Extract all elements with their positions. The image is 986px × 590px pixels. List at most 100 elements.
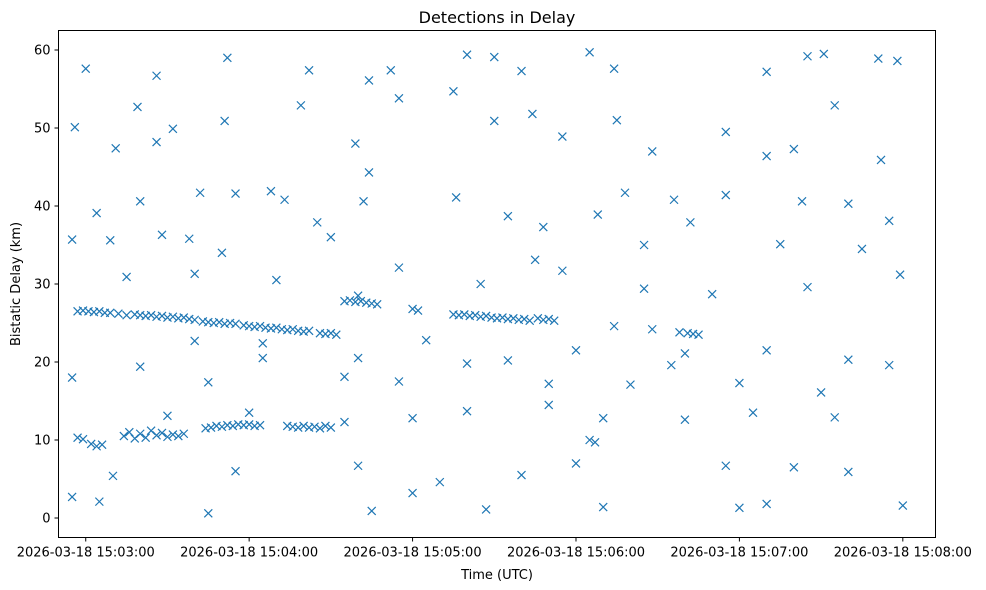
- data-point: [255, 420, 265, 430]
- data-point: [184, 234, 194, 244]
- data-point: [92, 208, 102, 218]
- data-point: [133, 102, 142, 112]
- data-point: [612, 115, 622, 125]
- data-point: [266, 186, 276, 196]
- data-point: [721, 461, 731, 471]
- data-point: [538, 222, 548, 232]
- data-point: [462, 406, 472, 416]
- data-point: [519, 314, 529, 324]
- data-point: [476, 279, 486, 289]
- data-point: [647, 146, 657, 156]
- data-point: [157, 311, 167, 321]
- data-point: [353, 353, 363, 363]
- data-point: [78, 434, 88, 444]
- data-point: [685, 217, 695, 227]
- data-point: [593, 210, 603, 220]
- data-point: [797, 196, 807, 206]
- data-point: [228, 421, 238, 431]
- data-point: [353, 461, 363, 471]
- data-point: [163, 411, 172, 421]
- y-axis-label: Bistatic Delay (km): [9, 222, 24, 346]
- data-point: [694, 330, 703, 340]
- data-point: [843, 467, 853, 477]
- data-point: [517, 66, 526, 76]
- data-point: [451, 192, 461, 202]
- data-point: [203, 508, 213, 518]
- data-point: [394, 93, 404, 103]
- data-point: [364, 168, 374, 177]
- y-tick-label: 40: [34, 200, 51, 215]
- data-point: [721, 190, 731, 200]
- data-point: [152, 71, 161, 81]
- data-point: [609, 64, 619, 74]
- data-point: [206, 423, 216, 432]
- y-tick-label: 30: [34, 278, 51, 293]
- data-point: [304, 326, 314, 336]
- data-point: [762, 499, 772, 509]
- data-point: [394, 263, 404, 273]
- y-tick-label: 20: [34, 356, 51, 371]
- data-point: [585, 47, 595, 57]
- data-point: [231, 466, 240, 476]
- data-point: [326, 423, 336, 432]
- data-point: [489, 116, 499, 126]
- data-point: [884, 360, 894, 370]
- x-tick-label: 2026-03-18 15:08:00: [834, 546, 972, 561]
- data-point: [803, 51, 812, 61]
- data-point: [94, 306, 104, 316]
- y-tick-label: 10: [34, 434, 51, 449]
- data-point: [489, 52, 499, 62]
- axis-ticks: 2026-03-18 15:03:00 2026-03-18 15:04:00 20…: [17, 44, 972, 561]
- data-point: [288, 324, 298, 334]
- data-point: [179, 429, 189, 439]
- data-point: [340, 372, 349, 382]
- x-axis-label: Time (UTC): [460, 568, 533, 583]
- data-point: [816, 387, 826, 397]
- data-point: [609, 321, 619, 331]
- data-point: [394, 377, 404, 386]
- data-point: [571, 458, 581, 468]
- data-point: [157, 428, 167, 438]
- data-point: [222, 53, 232, 63]
- data-point: [544, 379, 554, 389]
- data-point: [557, 266, 567, 276]
- data-point: [647, 324, 657, 334]
- data-point: [122, 272, 132, 282]
- data-point: [353, 291, 363, 301]
- data-point: [775, 239, 785, 249]
- data-point: [168, 124, 178, 134]
- data-point: [271, 275, 281, 285]
- data-point: [413, 306, 423, 315]
- data-point: [350, 139, 360, 149]
- data-point: [707, 289, 717, 299]
- data-point: [255, 321, 265, 331]
- data-point: [326, 328, 336, 338]
- data-point: [340, 417, 349, 427]
- data-point: [135, 429, 145, 439]
- data-point: [67, 235, 77, 244]
- data-point: [296, 100, 306, 110]
- data-point: [857, 244, 867, 254]
- data-point: [626, 380, 635, 390]
- data-point: [67, 492, 77, 502]
- data-point: [762, 67, 772, 77]
- data-point: [666, 360, 676, 370]
- x-tick-label: 2026-03-18 15:07:00: [670, 546, 808, 561]
- data-point: [462, 50, 472, 60]
- data-point: [819, 49, 829, 59]
- data-point: [421, 335, 431, 345]
- data-point: [892, 56, 902, 66]
- data-point: [152, 137, 161, 147]
- data-point: [345, 295, 355, 305]
- data-point: [152, 430, 161, 440]
- data-point: [92, 441, 102, 451]
- data-point: [462, 359, 472, 368]
- data-point: [312, 217, 322, 227]
- data-point: [293, 423, 303, 432]
- data-points: [67, 47, 908, 518]
- data-point: [217, 422, 227, 432]
- data-point: [639, 240, 649, 250]
- data-point: [734, 503, 744, 513]
- data-point: [190, 315, 200, 325]
- data-point: [280, 195, 289, 205]
